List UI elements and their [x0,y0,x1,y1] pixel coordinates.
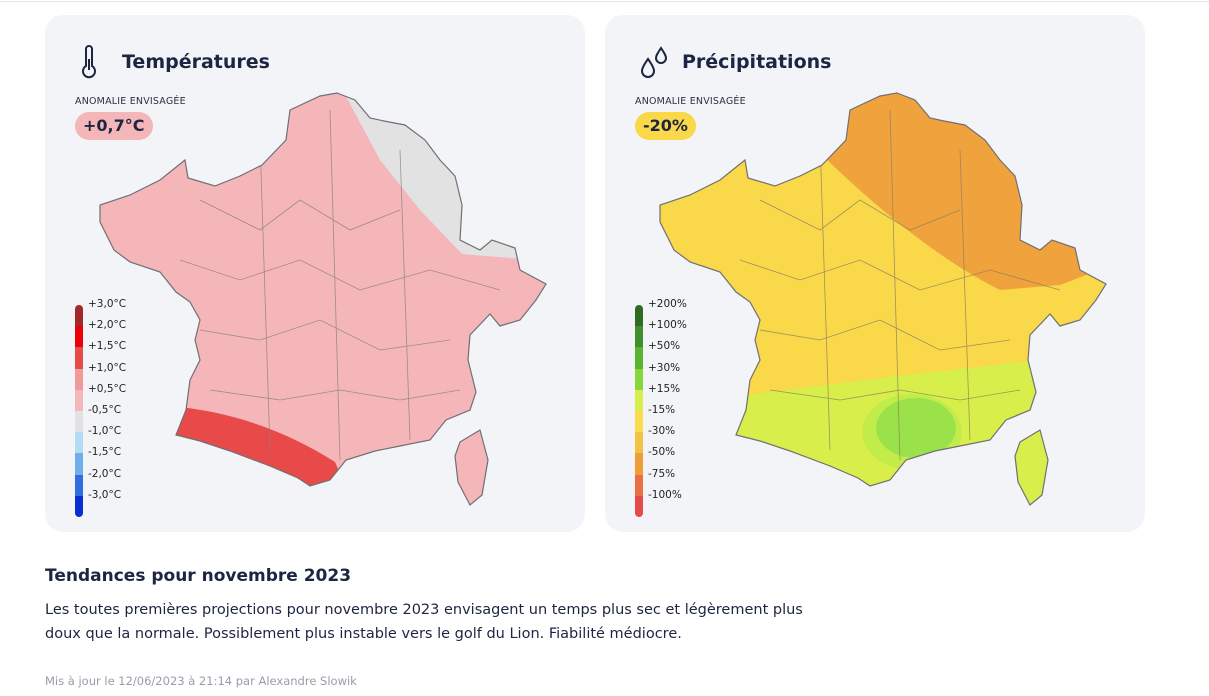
legend-label: +15% [648,382,681,395]
legend-swatch [635,326,643,348]
thermometer-icon [82,45,96,79]
article-title: Tendances pour novembre 2023 [45,566,352,586]
updated-note: Mis à jour le 12/06/2023 à 21:14 par Ale… [45,674,357,688]
legend-swatch [635,432,643,454]
legend-swatch [635,368,643,390]
legend-swatch [635,410,643,433]
legend-swatch [635,495,643,517]
legend-swatch [75,410,83,433]
legend-label: -2,0°C [88,467,122,480]
legend-swatch [635,305,643,327]
legend-swatch [75,432,83,454]
anomaly-badge: +0,7°C [75,112,153,140]
legend-label: +1,5°C [88,340,127,353]
card-title: Précipitations [682,51,832,73]
legend-label: -1,0°C [88,425,122,438]
legend-label: -15% [648,403,676,416]
legend-swatch [75,347,83,369]
legend-label: -75% [648,467,676,480]
legend-label: +100% [648,319,687,332]
legend-label: -50% [648,446,676,459]
legend-label: -30% [648,425,676,438]
legend-label: -1,5°C [88,446,122,459]
legend-label: +200% [648,298,687,310]
legend-label: +1,0°C [88,361,127,374]
legend-label: +2,0°C [88,319,127,332]
legend-label: -0,5°C [88,403,122,416]
top-border [0,1,1209,2]
legend-label: +3,0°C [88,298,127,310]
legend-swatch [75,453,83,475]
article-text: Les toutes premières projections pour no… [45,602,803,642]
anomaly-badge: -20% [635,112,696,140]
legend-label: +30% [648,361,681,374]
anomaly-label: ANOMALIE ENVISAGÉE [75,96,186,107]
legend-swatch [75,474,83,496]
temperature-card: Températures ANOMALIE ENVISAGÉE +0,7°C +… [45,15,585,532]
legend-label: -100% [648,488,682,501]
legend-swatch [635,474,643,496]
legend-swatch [75,305,83,327]
temperature-map [99,92,547,506]
legend-label: +50% [648,340,681,353]
card-title: Températures [122,51,270,73]
droplets-icon [640,46,668,78]
precipitation-card: Précipitations ANOMALIE ENVISAGÉE -20% +… [605,15,1145,532]
legend-swatch [635,389,643,411]
legend-swatch [75,326,83,348]
legend-swatch [635,347,643,369]
legend-label: +0,5°C [88,382,127,395]
legend-swatch [75,495,83,517]
legend-swatch [635,453,643,475]
anomaly-label: ANOMALIE ENVISAGÉE [635,96,746,107]
legend-label: -3,0°C [88,488,122,501]
legend-swatch [75,389,83,411]
legend-swatch [75,368,83,390]
precipitation-map [659,92,1107,506]
